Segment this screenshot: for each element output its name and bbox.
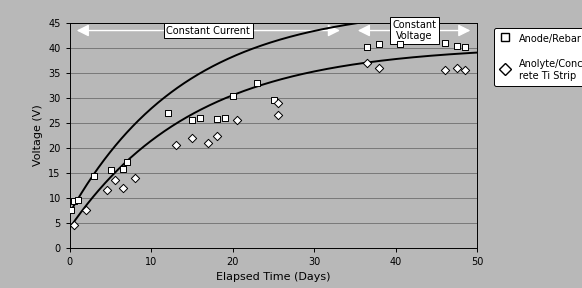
Point bbox=[67, 208, 76, 213]
Point bbox=[375, 42, 384, 46]
Point bbox=[253, 81, 262, 85]
Point bbox=[196, 115, 205, 120]
Point bbox=[460, 44, 470, 49]
Point bbox=[69, 223, 79, 228]
Point bbox=[81, 208, 91, 213]
Point bbox=[440, 41, 449, 45]
Point bbox=[440, 68, 449, 73]
Point bbox=[212, 134, 221, 139]
Point bbox=[273, 101, 282, 105]
Point bbox=[110, 178, 119, 183]
Point bbox=[106, 168, 115, 173]
Point bbox=[90, 174, 99, 179]
Point bbox=[460, 68, 470, 73]
Point bbox=[204, 141, 213, 145]
Point bbox=[452, 66, 462, 70]
Point bbox=[130, 175, 140, 180]
Point bbox=[363, 45, 372, 49]
Point bbox=[187, 118, 197, 123]
Point bbox=[228, 94, 237, 99]
Point bbox=[269, 98, 278, 103]
Point bbox=[171, 143, 180, 148]
Point bbox=[69, 199, 79, 204]
Point bbox=[232, 118, 242, 123]
Point bbox=[273, 113, 282, 118]
Point bbox=[395, 42, 404, 46]
Point bbox=[363, 61, 372, 65]
Y-axis label: Voltage (V): Voltage (V) bbox=[33, 105, 42, 166]
Point bbox=[73, 198, 83, 202]
Point bbox=[375, 66, 384, 70]
Point bbox=[163, 111, 172, 115]
Text: Constant
Voltage: Constant Voltage bbox=[392, 20, 436, 41]
Point bbox=[452, 43, 462, 48]
Legend: Anode/Rebar, Anolyte/Conc
rete Ti Strip: Anode/Rebar, Anolyte/Conc rete Ti Strip bbox=[494, 28, 582, 86]
Point bbox=[220, 115, 229, 120]
Point bbox=[122, 160, 132, 164]
X-axis label: Elapsed Time (Days): Elapsed Time (Days) bbox=[217, 272, 331, 282]
Point bbox=[187, 136, 197, 140]
Point bbox=[102, 188, 111, 193]
Point bbox=[118, 185, 127, 190]
Text: Constant Current: Constant Current bbox=[166, 26, 250, 35]
Point bbox=[118, 167, 127, 172]
Point bbox=[212, 117, 221, 121]
